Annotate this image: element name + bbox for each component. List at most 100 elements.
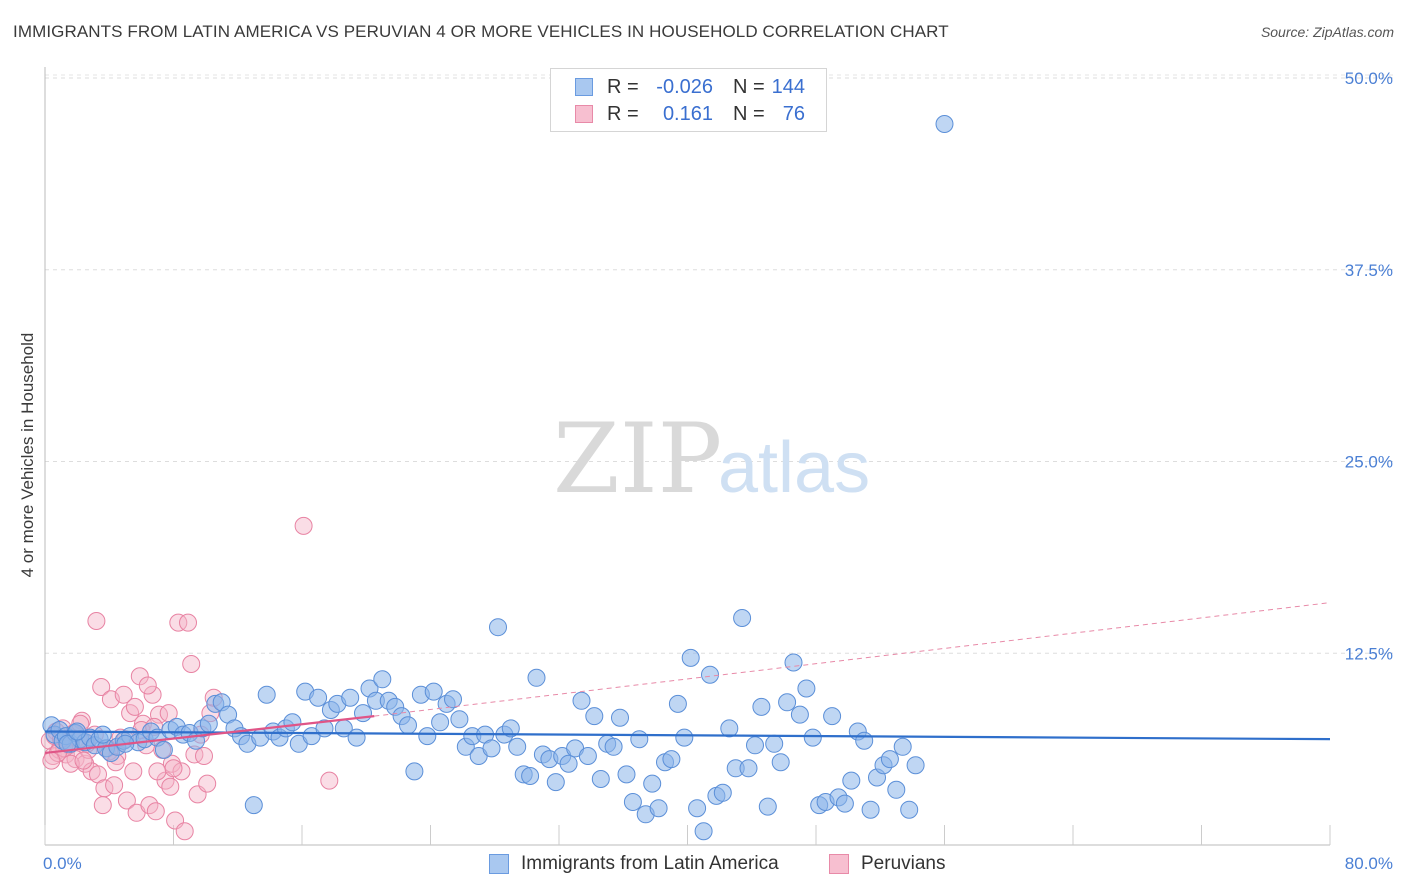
latin-america-point [694, 822, 713, 841]
peruvians-point [121, 704, 140, 723]
source-label: Source: ZipAtlas.com [1260, 24, 1394, 40]
peruvians-point [169, 613, 188, 632]
peruvians-point [114, 685, 133, 704]
legend-n-label: N = [733, 75, 765, 98]
legend-swatch-blue [575, 78, 593, 96]
legend-n-value: 76 [782, 102, 805, 125]
latin-america-point [935, 115, 954, 133]
latin-america-point [591, 770, 610, 788]
peruvians-point [93, 796, 112, 815]
legend-n-label: N = [733, 102, 765, 125]
trend-lines [44, 602, 1331, 755]
latin-america-point [739, 759, 758, 778]
bottom-legend-label: Immigrants from Latin America [521, 853, 779, 874]
latin-america-point [405, 762, 424, 781]
latin-america-point [93, 725, 112, 744]
peruvians-point [179, 613, 197, 632]
latin-america-point [199, 714, 218, 733]
peruvians-point [42, 751, 61, 770]
latin-america-point [893, 737, 912, 756]
legend-r-label: R = [607, 102, 639, 125]
peruvians-point [294, 516, 313, 535]
peruvians-point [87, 612, 106, 630]
peruvians-point [105, 776, 124, 795]
latin-america-point [733, 609, 752, 627]
latin-america-point [489, 618, 507, 637]
legend-r-label: R = [607, 75, 639, 98]
latin-america-point [681, 648, 700, 667]
y-tick-label: 37.5% [1345, 261, 1393, 280]
peruvians-point [320, 771, 339, 790]
watermark-zip: ZIP [553, 403, 722, 515]
latin-america-point [803, 728, 822, 747]
latin-america-point [855, 731, 874, 750]
bottom-legend-latin-america: Immigrants from Latin America [489, 852, 779, 876]
latin-america-point [244, 796, 263, 815]
peruvians-point [182, 655, 201, 673]
peruvians-point [164, 759, 183, 778]
latin-america-point [546, 773, 565, 792]
latin-america-trend-line [44, 730, 1331, 741]
latin-america-point [559, 754, 578, 773]
latin-america-point [373, 670, 392, 689]
legend-row-peruvians: R = 0.161 N = 76 [575, 102, 805, 126]
latin-america-point [630, 730, 649, 749]
latin-america-point [521, 767, 540, 785]
peruvians-point [117, 791, 136, 810]
peruvians-point [76, 754, 95, 773]
peruvians-point [175, 822, 194, 841]
latin-america-point [257, 685, 276, 704]
latin-america-point [790, 705, 809, 724]
latin-america-point [784, 653, 803, 672]
legend-r-value: 0.161 [662, 102, 713, 125]
latin-america-point [431, 713, 450, 732]
latin-america-point [823, 707, 842, 726]
peruvians-trend-line [44, 715, 375, 755]
latin-america-point [424, 682, 443, 701]
latin-america-point [585, 707, 604, 726]
legend-swatch-pink [575, 105, 593, 123]
y-tick-label: 25.0% [1345, 453, 1393, 472]
y-axis-label: 4 or more Vehicles in Household [18, 333, 37, 578]
latin-america-point [688, 799, 707, 818]
latin-america-point [527, 668, 546, 687]
latin-america-point [668, 694, 687, 713]
latin-america-point [399, 716, 417, 735]
peruvians-point [138, 676, 157, 695]
latin-america-point [508, 737, 527, 756]
legend-r-value: -0.026 [656, 75, 713, 98]
latin-america-point [675, 728, 694, 747]
latin-america-point [758, 797, 777, 816]
latin-america-point [604, 737, 623, 756]
x-tick-label: 80.0% [1345, 854, 1393, 873]
peruvians-point [198, 774, 217, 793]
latin-america-point [752, 697, 771, 716]
latin-america-point [347, 728, 366, 747]
latin-america-point [572, 691, 591, 710]
grid-lines [45, 74, 1395, 654]
latin-america-point [482, 739, 501, 758]
latin-america-point [900, 800, 919, 819]
latin-america-point [341, 688, 360, 707]
latin-america-point [778, 693, 797, 712]
latin-america-point [746, 736, 764, 755]
legend: R = -0.026 N = 144 R = 0.161 N = 76 [550, 68, 827, 132]
peruvians-points [40, 516, 339, 841]
peruvians-trend-extension [374, 602, 1331, 717]
latin-america-point [835, 794, 854, 813]
latin-america-point [501, 719, 520, 738]
bottom-legend-peruvians: Peruvians [829, 852, 946, 876]
tick-labels: 12.5% 25.0% 37.5% 50.0% 0.0% 80.0% [43, 69, 1393, 873]
x-tick-label: 0.0% [43, 854, 82, 873]
watermark-atlas: atlas [718, 428, 870, 508]
latin-america-point [880, 750, 899, 769]
latin-america-point [154, 740, 173, 759]
latin-america-point [444, 690, 462, 709]
y-tick-label: 12.5% [1345, 644, 1393, 663]
latin-america-point [450, 710, 469, 729]
latin-america-point [861, 800, 880, 819]
latin-america-point [662, 750, 681, 769]
latin-america-point [771, 753, 790, 772]
latin-america-point [578, 747, 597, 765]
peruvians-point [148, 762, 167, 781]
